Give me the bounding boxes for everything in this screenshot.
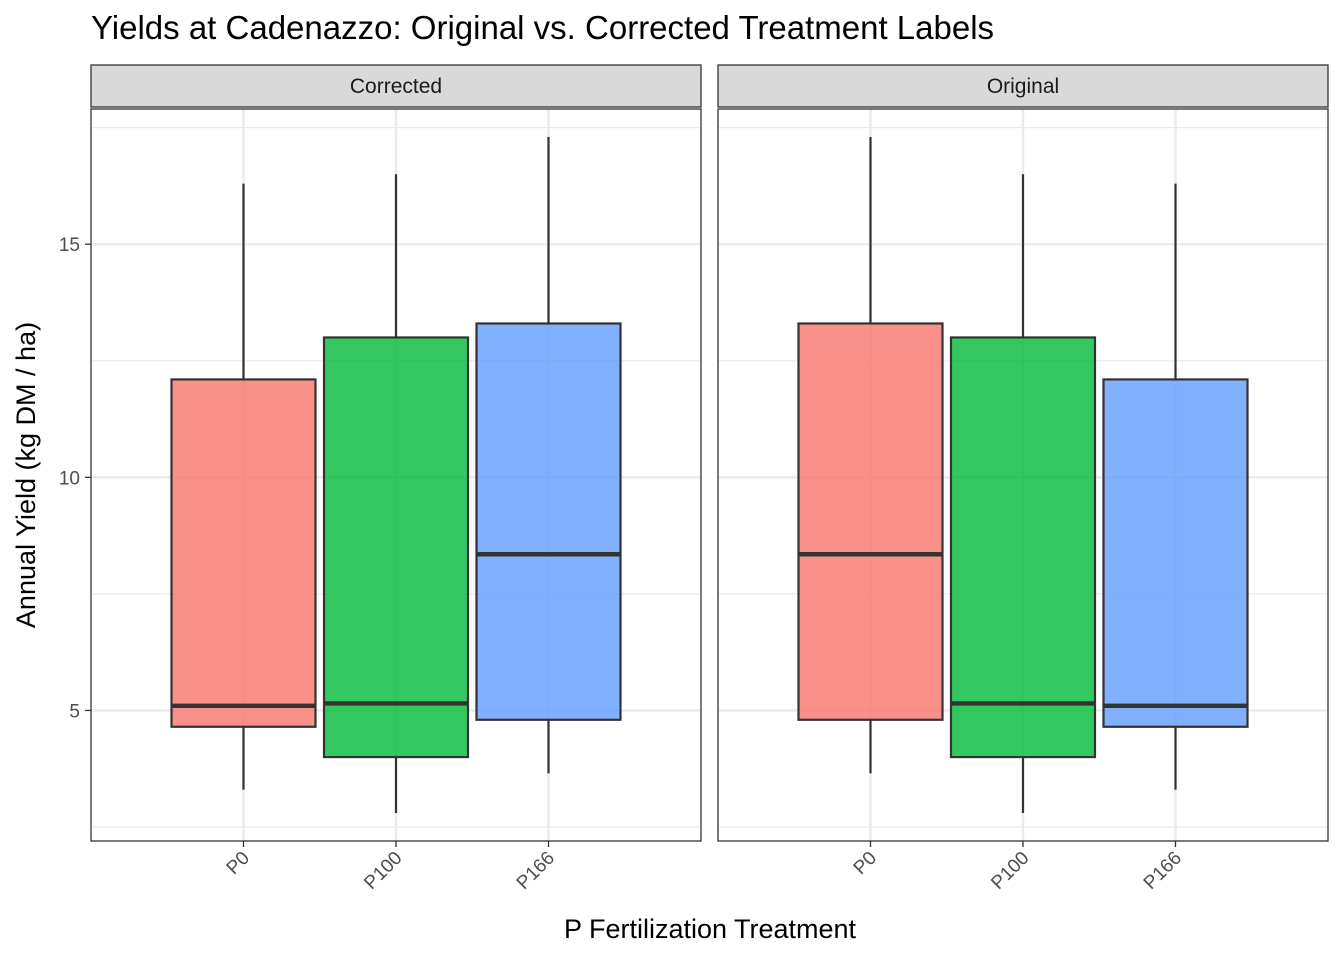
box-body [322,336,470,759]
facet-strip [717,64,1329,108]
x-tick-label: P166 [1140,848,1186,894]
y-tick-label: 5 [69,701,80,722]
box-body [170,378,317,728]
x-axis-title: P Fertilization Treatment [564,914,857,944]
box-p0 [797,136,944,774]
y-axis-title: Annual Yield (kg DM / ha) [11,322,41,628]
x-tick-label: P166 [513,848,559,894]
box-p100 [949,174,1097,814]
box-body [797,322,944,721]
facet-strip-label: Corrected [350,75,442,98]
facet-strip-label: Original [987,75,1059,98]
y-axis: 5 10 15 [59,235,91,722]
x-tick-label: P100 [987,848,1033,894]
panel-original: Original P0 P100 P166 [717,64,1329,894]
y-tick-label: 15 [59,235,80,256]
box-body [475,322,622,721]
facet-strip [90,64,702,108]
x-tick-label: P0 [850,848,881,879]
x-tick-label: P100 [360,848,406,894]
box-p166 [475,136,622,774]
box-body [949,336,1097,759]
chart-title: Yields at Cadenazzo: Original vs. Correc… [91,9,994,46]
x-tick-label: P0 [223,848,254,879]
panel-corrected: Corrected P0 P100 P166 [90,64,702,894]
box-body [1102,378,1249,728]
box-p166 [1102,183,1249,790]
y-tick-label: 10 [59,468,80,489]
facet-panels: Corrected P0 P100 P166 Original P0 P100 P166 [90,64,1329,894]
box-p100 [322,174,470,814]
box-p0 [170,183,317,790]
